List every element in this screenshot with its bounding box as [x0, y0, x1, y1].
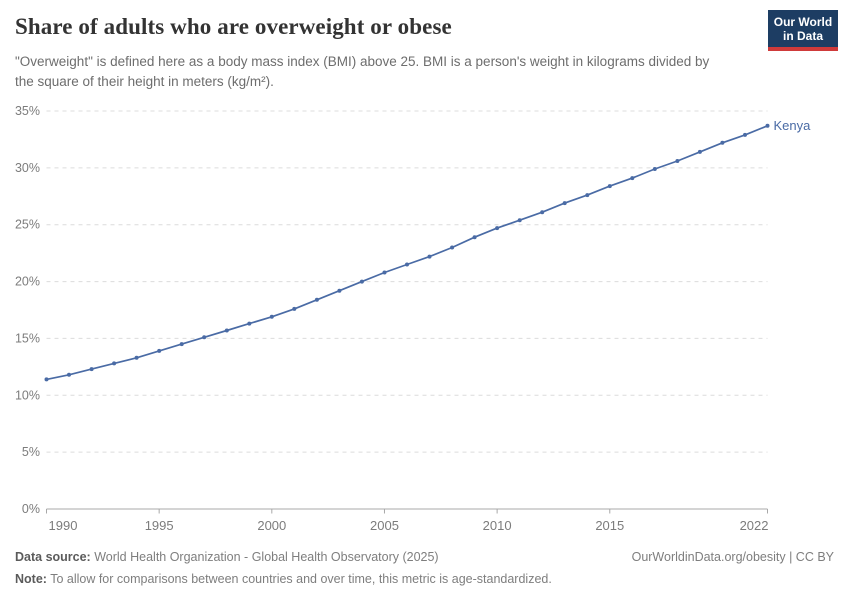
series-line-kenya[interactable] [46, 125, 768, 381]
chart-note: Note: To allow for comparisons between c… [15, 570, 834, 589]
data-source-text: World Health Organization - Global Healt… [94, 550, 439, 564]
y-tick-label: 30% [15, 161, 40, 175]
data-point[interactable] [179, 342, 184, 347]
data-point[interactable] [269, 314, 274, 319]
attribution-license: OurWorldinData.org/obesity | CC BY [631, 550, 834, 564]
data-point[interactable] [472, 235, 477, 240]
data-point[interactable] [247, 321, 252, 326]
data-point[interactable] [89, 367, 94, 372]
x-tick-label: 2015 [595, 518, 624, 533]
data-point[interactable] [134, 355, 139, 360]
y-tick-label: 35% [15, 104, 40, 118]
x-tick-label: 2005 [370, 518, 399, 533]
data-point[interactable] [585, 193, 590, 198]
note-text: To allow for comparisons between countri… [50, 572, 552, 587]
data-point[interactable] [562, 201, 567, 206]
data-point[interactable] [359, 279, 364, 284]
data-point[interactable] [495, 226, 500, 231]
data-point[interactable] [382, 270, 387, 275]
data-point[interactable] [675, 159, 680, 163]
data-point[interactable] [765, 123, 770, 128]
y-tick-label: 5% [22, 445, 40, 459]
data-point[interactable] [67, 372, 71, 377]
data-point[interactable] [202, 335, 207, 340]
data-point[interactable] [157, 348, 162, 353]
y-tick-label: 20% [15, 275, 40, 289]
y-tick-label: 10% [15, 388, 40, 402]
y-tick-label: 0% [22, 502, 40, 516]
data-point[interactable] [292, 306, 297, 311]
data-point[interactable] [540, 210, 545, 215]
data-point[interactable] [337, 288, 342, 293]
owid-logo: Our World in Data [768, 10, 838, 51]
x-tick-label: 2010 [483, 518, 512, 533]
data-point[interactable] [630, 176, 635, 181]
note-label: Note: [15, 572, 47, 587]
y-tick-label: 15% [15, 331, 40, 345]
data-point[interactable] [607, 184, 612, 189]
chart-footer: Data source: World Health Organization -… [15, 548, 834, 590]
x-tick-label: 1995 [145, 518, 174, 533]
x-tick-label: 2000 [257, 518, 286, 533]
data-point[interactable] [652, 167, 657, 171]
x-tick-label: 1990 [49, 518, 78, 533]
data-point[interactable] [405, 262, 409, 267]
data-source: Data source: World Health Organization -… [15, 548, 439, 567]
data-point[interactable] [720, 140, 725, 145]
data-point[interactable] [44, 377, 49, 382]
data-point[interactable] [224, 328, 229, 333]
data-point[interactable] [697, 149, 702, 154]
data-point[interactable] [743, 132, 747, 137]
x-tick-label: 2022 [740, 518, 769, 533]
data-point[interactable] [517, 218, 522, 223]
data-point[interactable] [450, 245, 455, 250]
data-point[interactable] [427, 254, 432, 259]
owid-logo-line2: in Data [782, 29, 823, 43]
data-source-label: Data source: [15, 550, 91, 564]
owid-logo-line1: Our World [773, 15, 833, 29]
data-point[interactable] [314, 297, 319, 302]
page-title: Share of adults who are overweight or ob… [15, 14, 452, 39]
chart-subtitle: "Overweight" is defined here as a body m… [15, 54, 710, 89]
series-end-label[interactable]: Kenya [774, 118, 812, 133]
data-point[interactable] [112, 361, 117, 366]
y-tick-label: 25% [15, 218, 40, 232]
